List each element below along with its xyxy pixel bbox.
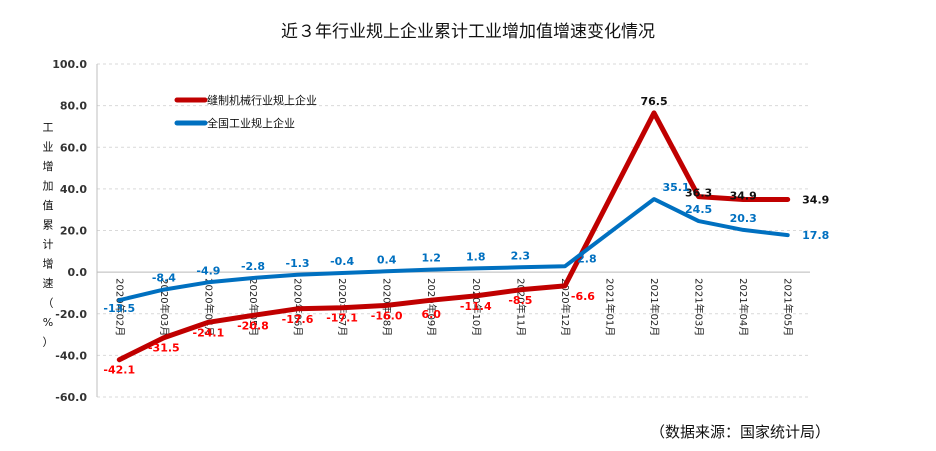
data-label: -16.0 xyxy=(371,309,403,322)
data-label: 34.9 xyxy=(730,189,757,202)
data-label: -11.4 xyxy=(460,300,492,313)
data-label: 17.8 xyxy=(802,229,829,242)
y-label-char: 速 xyxy=(43,277,54,290)
legend-label: 全国工业规上企业 xyxy=(207,116,295,130)
data-label: 0.4 xyxy=(377,253,397,266)
y-label-char: ） xyxy=(43,336,54,349)
y-label-char: 增 xyxy=(43,159,54,173)
y-label-char: 业 xyxy=(43,141,54,154)
data-label: -17.1 xyxy=(326,312,358,325)
data-label: 35.1 xyxy=(662,181,689,194)
data-label: -8.5 xyxy=(508,294,532,307)
data-label: -24.1 xyxy=(193,326,225,339)
y-tick-label: 60.0 xyxy=(60,141,87,154)
x-tick-label: 2021年03月 xyxy=(693,278,706,336)
y-tick-label: -20.0 xyxy=(55,308,87,321)
y-tick-label: 20.0 xyxy=(60,225,87,238)
series-line-national-industry xyxy=(117,197,790,303)
y-tick-label: 80.0 xyxy=(60,100,87,113)
legend-label: 缝制机械行业规上企业 xyxy=(207,93,317,107)
x-tick-label: 2020年03月 xyxy=(158,278,171,336)
data-label: -20.8 xyxy=(237,319,269,332)
x-tick-label: 2020年10月 xyxy=(470,278,483,336)
data-label: 24.5 xyxy=(685,203,712,216)
data-labels: -42.1 -31.5 -24.1 -20.8 -17.6 -17.1 -16.0 6.0 -1… xyxy=(103,95,829,377)
y-axis-ticks: 100.0 80.0 60.0 40.0 20.0 0.0 -20.0 -40.0 -60.0 xyxy=(52,58,87,404)
y-tick-label: -60.0 xyxy=(55,391,87,404)
data-label: 1.8 xyxy=(466,250,486,263)
y-tick-label: -40.0 xyxy=(55,349,87,362)
data-label: -4.9 xyxy=(196,264,220,277)
data-label: -0.4 xyxy=(330,255,354,268)
data-label: -6.6 xyxy=(571,290,595,303)
data-label: -2.8 xyxy=(241,260,265,273)
y-label-char: % xyxy=(43,316,53,329)
y-tick-label: 0.0 xyxy=(68,266,88,279)
x-tick-label: 2021年05月 xyxy=(782,278,795,336)
y-label-char: 计 xyxy=(43,238,54,251)
y-label-char: 工 xyxy=(43,121,54,134)
data-label: -42.1 xyxy=(103,364,135,377)
chart-title: 近３年行业规上企业累计工业增加值增速变化情况 xyxy=(281,22,655,42)
data-label: 1.2 xyxy=(421,252,441,265)
x-tick-label: 2020年09月 xyxy=(425,278,438,336)
y-label-char: 值 xyxy=(43,199,54,212)
x-axis-ticks: 2020年02月 2020年03月 2020年04月 2020年05月 2020年06月… xyxy=(113,278,794,336)
x-tick-label: 2021年02月 xyxy=(648,278,661,336)
y-tick-label: 40.0 xyxy=(60,183,87,196)
y-tick-label: 100.0 xyxy=(52,58,87,71)
data-label: 76.5 xyxy=(640,95,667,108)
data-label: -13.5 xyxy=(103,302,135,315)
data-label: -8.4 xyxy=(152,272,176,285)
y-label-char: 加 xyxy=(43,180,54,193)
data-label: 2.3 xyxy=(511,249,531,262)
y-label-char: 累 xyxy=(43,219,54,232)
x-tick-label: 2020年02月 xyxy=(113,278,126,336)
series-line-sewing-machinery xyxy=(116,110,791,363)
data-label: -31.5 xyxy=(148,342,180,355)
grid xyxy=(96,63,810,398)
data-label: 36.3 xyxy=(685,187,712,200)
x-tick-label: 2020年05月 xyxy=(247,278,260,336)
data-label: -17.6 xyxy=(282,313,314,326)
data-label: 2.8 xyxy=(577,252,597,265)
x-tick-label: 2021年04月 xyxy=(737,278,750,336)
data-label: 6.0 xyxy=(421,308,441,321)
y-label-char: （ xyxy=(43,297,54,310)
data-label: 34.9 xyxy=(802,193,829,206)
data-label: -1.3 xyxy=(286,257,310,270)
y-label-char: 增 xyxy=(43,257,54,271)
series-lines xyxy=(116,110,791,363)
source-note: （数据来源：国家统计局） xyxy=(650,423,830,441)
x-tick-label: 2021年01月 xyxy=(603,278,616,336)
x-tick-label: 2020年12月 xyxy=(559,278,572,336)
data-label: 20.3 xyxy=(730,212,757,225)
